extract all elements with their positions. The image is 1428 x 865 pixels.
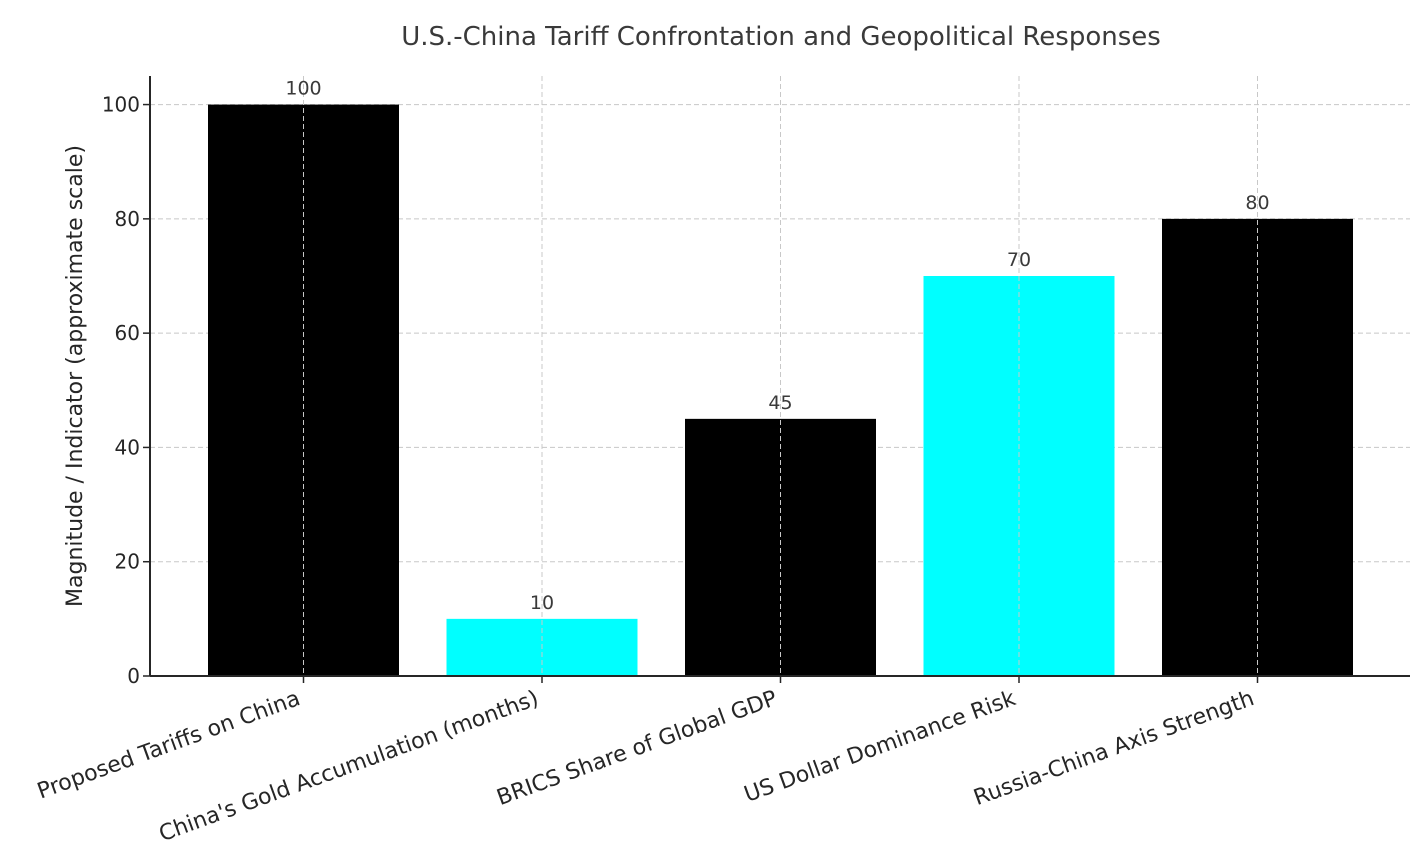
vertical-grid-layer <box>303 76 1258 676</box>
y-tick-label: 100 <box>102 93 140 117</box>
bar-value-label: 80 <box>1245 192 1269 214</box>
bar-value-label: 70 <box>1007 249 1031 271</box>
y-tick-label: 60 <box>115 321 140 345</box>
axis-layer <box>143 76 1410 683</box>
bar-value-label: 45 <box>768 392 792 414</box>
y-tick-label: 80 <box>115 207 140 231</box>
y-axis-title: Magnitude / Indicator (approximate scale… <box>63 145 88 607</box>
y-tick-label: 20 <box>115 550 140 574</box>
y-tick-labels: 0 20 40 60 80 100 <box>102 93 140 688</box>
y-tick-label: 0 <box>127 664 140 688</box>
bar-value-label: 10 <box>530 592 554 614</box>
y-tick-label: 40 <box>115 435 140 459</box>
x-tick-label: China's Gold Accumulation (months) <box>156 686 542 847</box>
bar-value-label: 100 <box>285 78 321 100</box>
value-labels: 100 10 45 70 80 <box>285 78 1269 614</box>
chart-title: U.S.-China Tariff Confrontation and Geop… <box>401 22 1161 52</box>
